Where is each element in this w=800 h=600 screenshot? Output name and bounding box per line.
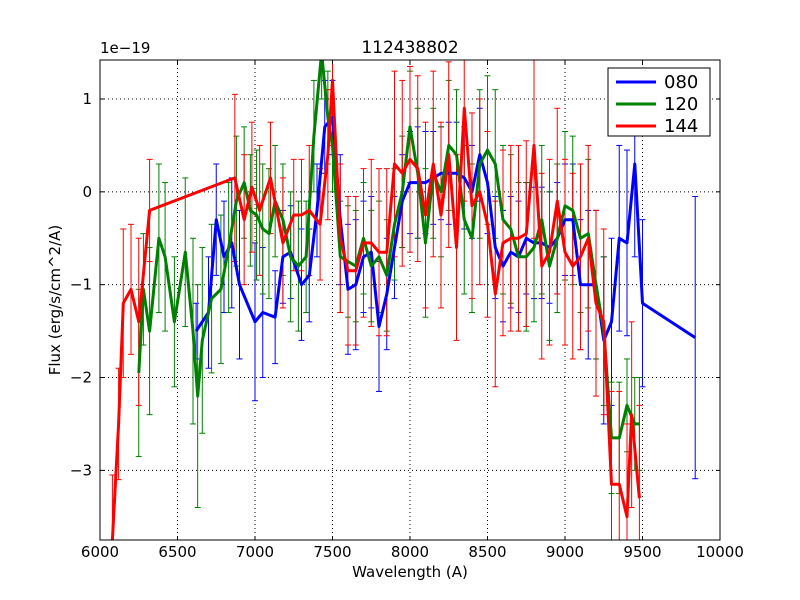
series-line-144 [110,78,641,540]
legend-label-144: 144 [664,116,698,137]
x-tick-label: 9000 [546,543,584,561]
x-tick-label: 6500 [158,543,196,561]
legend-label-080: 080 [664,72,698,93]
y-offset-label: 1e−19 [100,39,150,57]
x-tick-label: 8000 [391,543,429,561]
y-tick-label: −2 [70,369,92,387]
series-layer [109,60,699,540]
legend: 080 120 144 [607,67,711,137]
ticks: 6000 6500 7000 7500 8000 8500 9000 9500 10000 −3 −… [70,60,744,561]
x-tick-label: 6000 [81,543,119,561]
y-tick-label: −3 [70,461,92,479]
chart-title: 112438802 [361,38,458,58]
x-tick-label: 8500 [468,543,506,561]
y-axis-label: Flux (erg/s/cm^2/A) [46,225,64,376]
x-tick-label: 7000 [236,543,274,561]
x-tick-label: 7500 [313,543,351,561]
y-tick-label: −1 [70,276,92,294]
x-tick-label: 10000 [696,543,744,561]
x-tick-label: 9500 [623,543,661,561]
x-axis-label: Wavelength (A) [352,563,468,581]
y-tick-label: 1 [82,90,92,108]
legend-label-120: 120 [664,94,698,115]
series-line-120 [137,60,640,440]
y-tick-label: 0 [82,183,92,201]
